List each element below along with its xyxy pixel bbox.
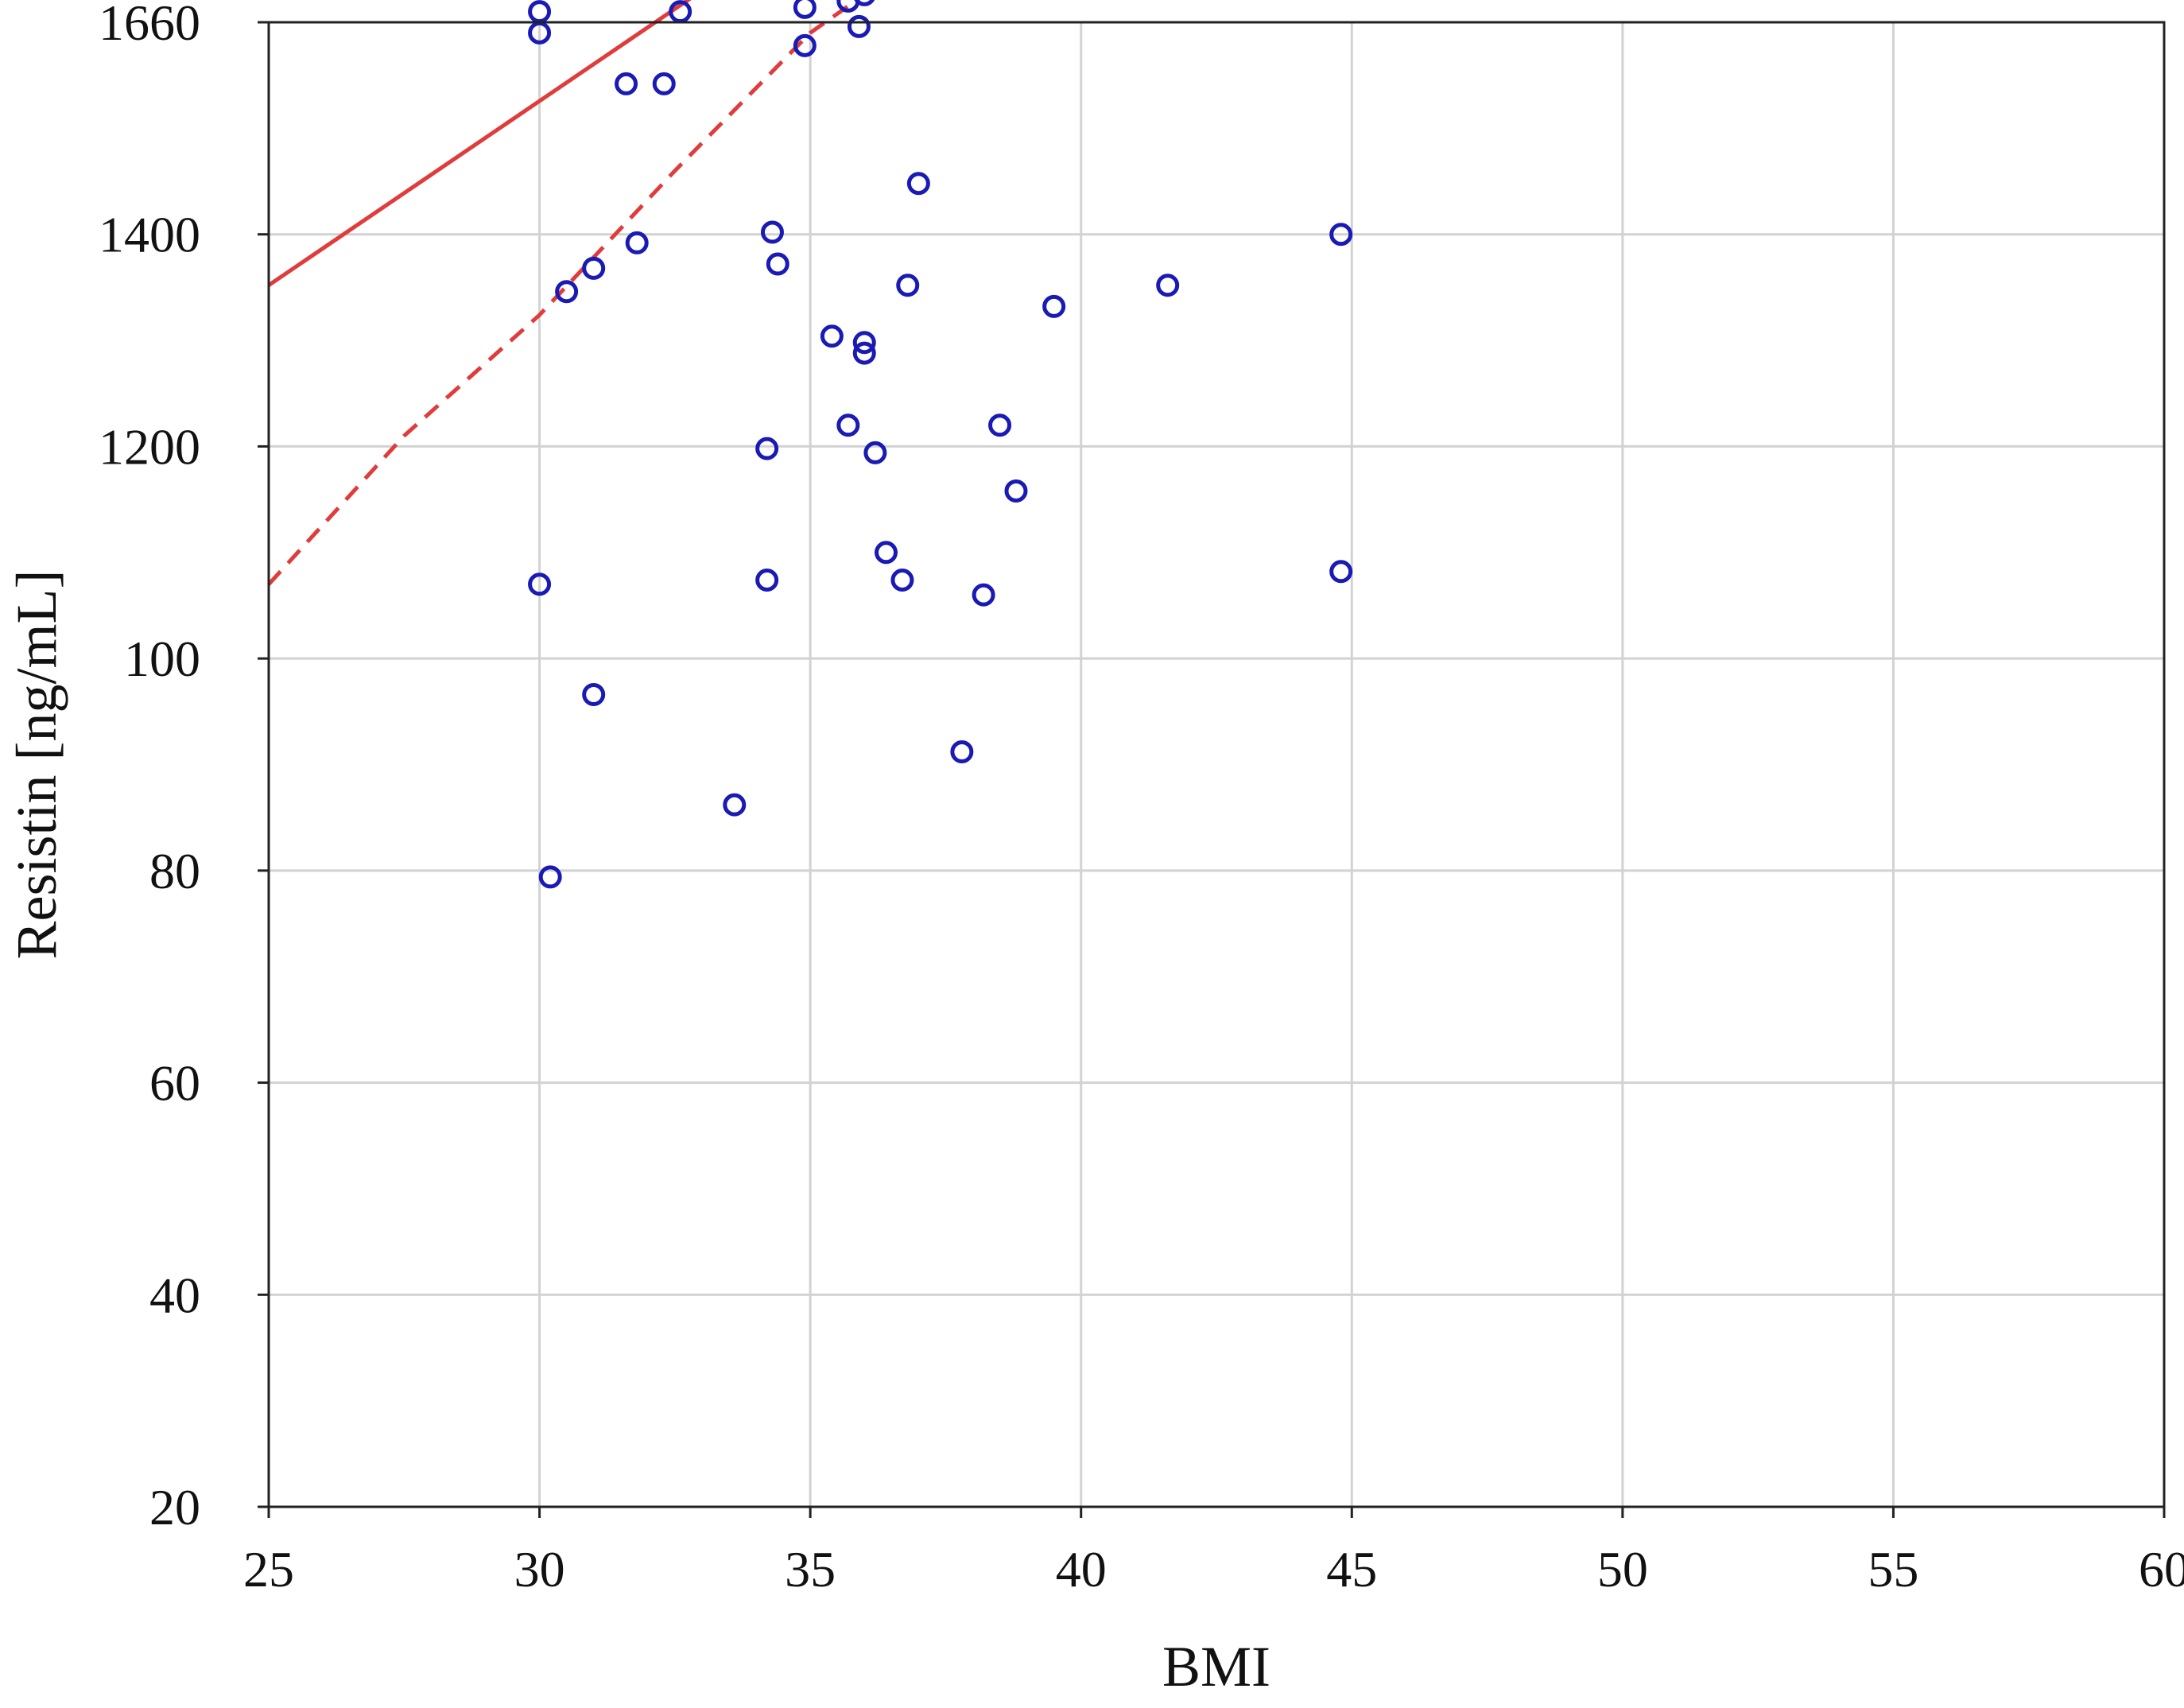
- data-point: [854, 0, 875, 6]
- data-point: [625, 231, 649, 254]
- data-point: [863, 441, 887, 464]
- data-point: [875, 541, 898, 565]
- data-point: [582, 256, 606, 280]
- x-tick-label: 25: [243, 1541, 294, 1597]
- x-tick-label: 40: [1056, 1541, 1107, 1597]
- data-point: [836, 413, 860, 437]
- y-axis-title: Resistin [ng/mL]: [5, 570, 68, 960]
- data-point: [582, 682, 606, 706]
- data-point: [988, 413, 1012, 437]
- data-point: [1042, 294, 1066, 318]
- y-tick-label: 40: [149, 1267, 200, 1323]
- data-point: [555, 280, 579, 304]
- grid-lines: [269, 22, 2164, 1507]
- data-point: [847, 14, 871, 38]
- data-point: [852, 341, 876, 365]
- x-tick-label: 55: [1868, 1541, 1918, 1597]
- x-tick-label: 30: [514, 1541, 565, 1597]
- data-point: [890, 568, 914, 592]
- y-tick-label: 80: [149, 843, 200, 899]
- data-point: [615, 72, 638, 95]
- regression-line: [267, 0, 692, 287]
- data-point: [896, 274, 920, 297]
- data-point: [836, 0, 860, 13]
- data-point: [906, 172, 930, 196]
- x-tick-label: 50: [1597, 1541, 1648, 1597]
- y-tick-label: 1200: [99, 418, 200, 475]
- data-point: [723, 793, 747, 817]
- data-point: [652, 72, 676, 95]
- y-tick-label: 60: [149, 1055, 200, 1112]
- plot-frame: [267, 21, 2166, 1508]
- data-point: [766, 252, 789, 276]
- y-axis-ticks: 20 40 60 80 100 1200 1400 1660: [99, 0, 269, 1535]
- y-tick-label: 1400: [99, 207, 200, 263]
- y-tick-label: 1660: [99, 0, 200, 51]
- data-point: [538, 865, 562, 889]
- data-point: [1329, 560, 1353, 584]
- data-point: [950, 739, 974, 763]
- x-tick-label: 35: [785, 1541, 836, 1597]
- x-tick-label: 45: [1326, 1541, 1377, 1597]
- y-tick-label: 100: [124, 631, 200, 687]
- data-point: [755, 568, 779, 592]
- data-point: [852, 331, 876, 355]
- data-point: [793, 33, 817, 57]
- confidence-band-line: [267, 0, 861, 586]
- data-point: [528, 0, 552, 24]
- x-tick-label: 60: [2139, 1541, 2184, 1597]
- data-point: [972, 583, 995, 607]
- y-tick-label: 20: [149, 1479, 200, 1535]
- x-axis-title: BMI: [1162, 1635, 1270, 1698]
- regression-lines: [267, 0, 861, 586]
- x-axis-ticks: 25 30 35 40 45 50 55 60: [243, 1507, 2184, 1597]
- data-point: [528, 573, 552, 596]
- data-point: [1004, 479, 1028, 503]
- data-point: [1156, 274, 1180, 297]
- data-point: [793, 0, 817, 19]
- data-point: [755, 437, 779, 460]
- data-points: [528, 0, 1353, 889]
- data-point: [820, 324, 844, 348]
- data-point: [1329, 223, 1353, 246]
- data-point: [760, 220, 784, 244]
